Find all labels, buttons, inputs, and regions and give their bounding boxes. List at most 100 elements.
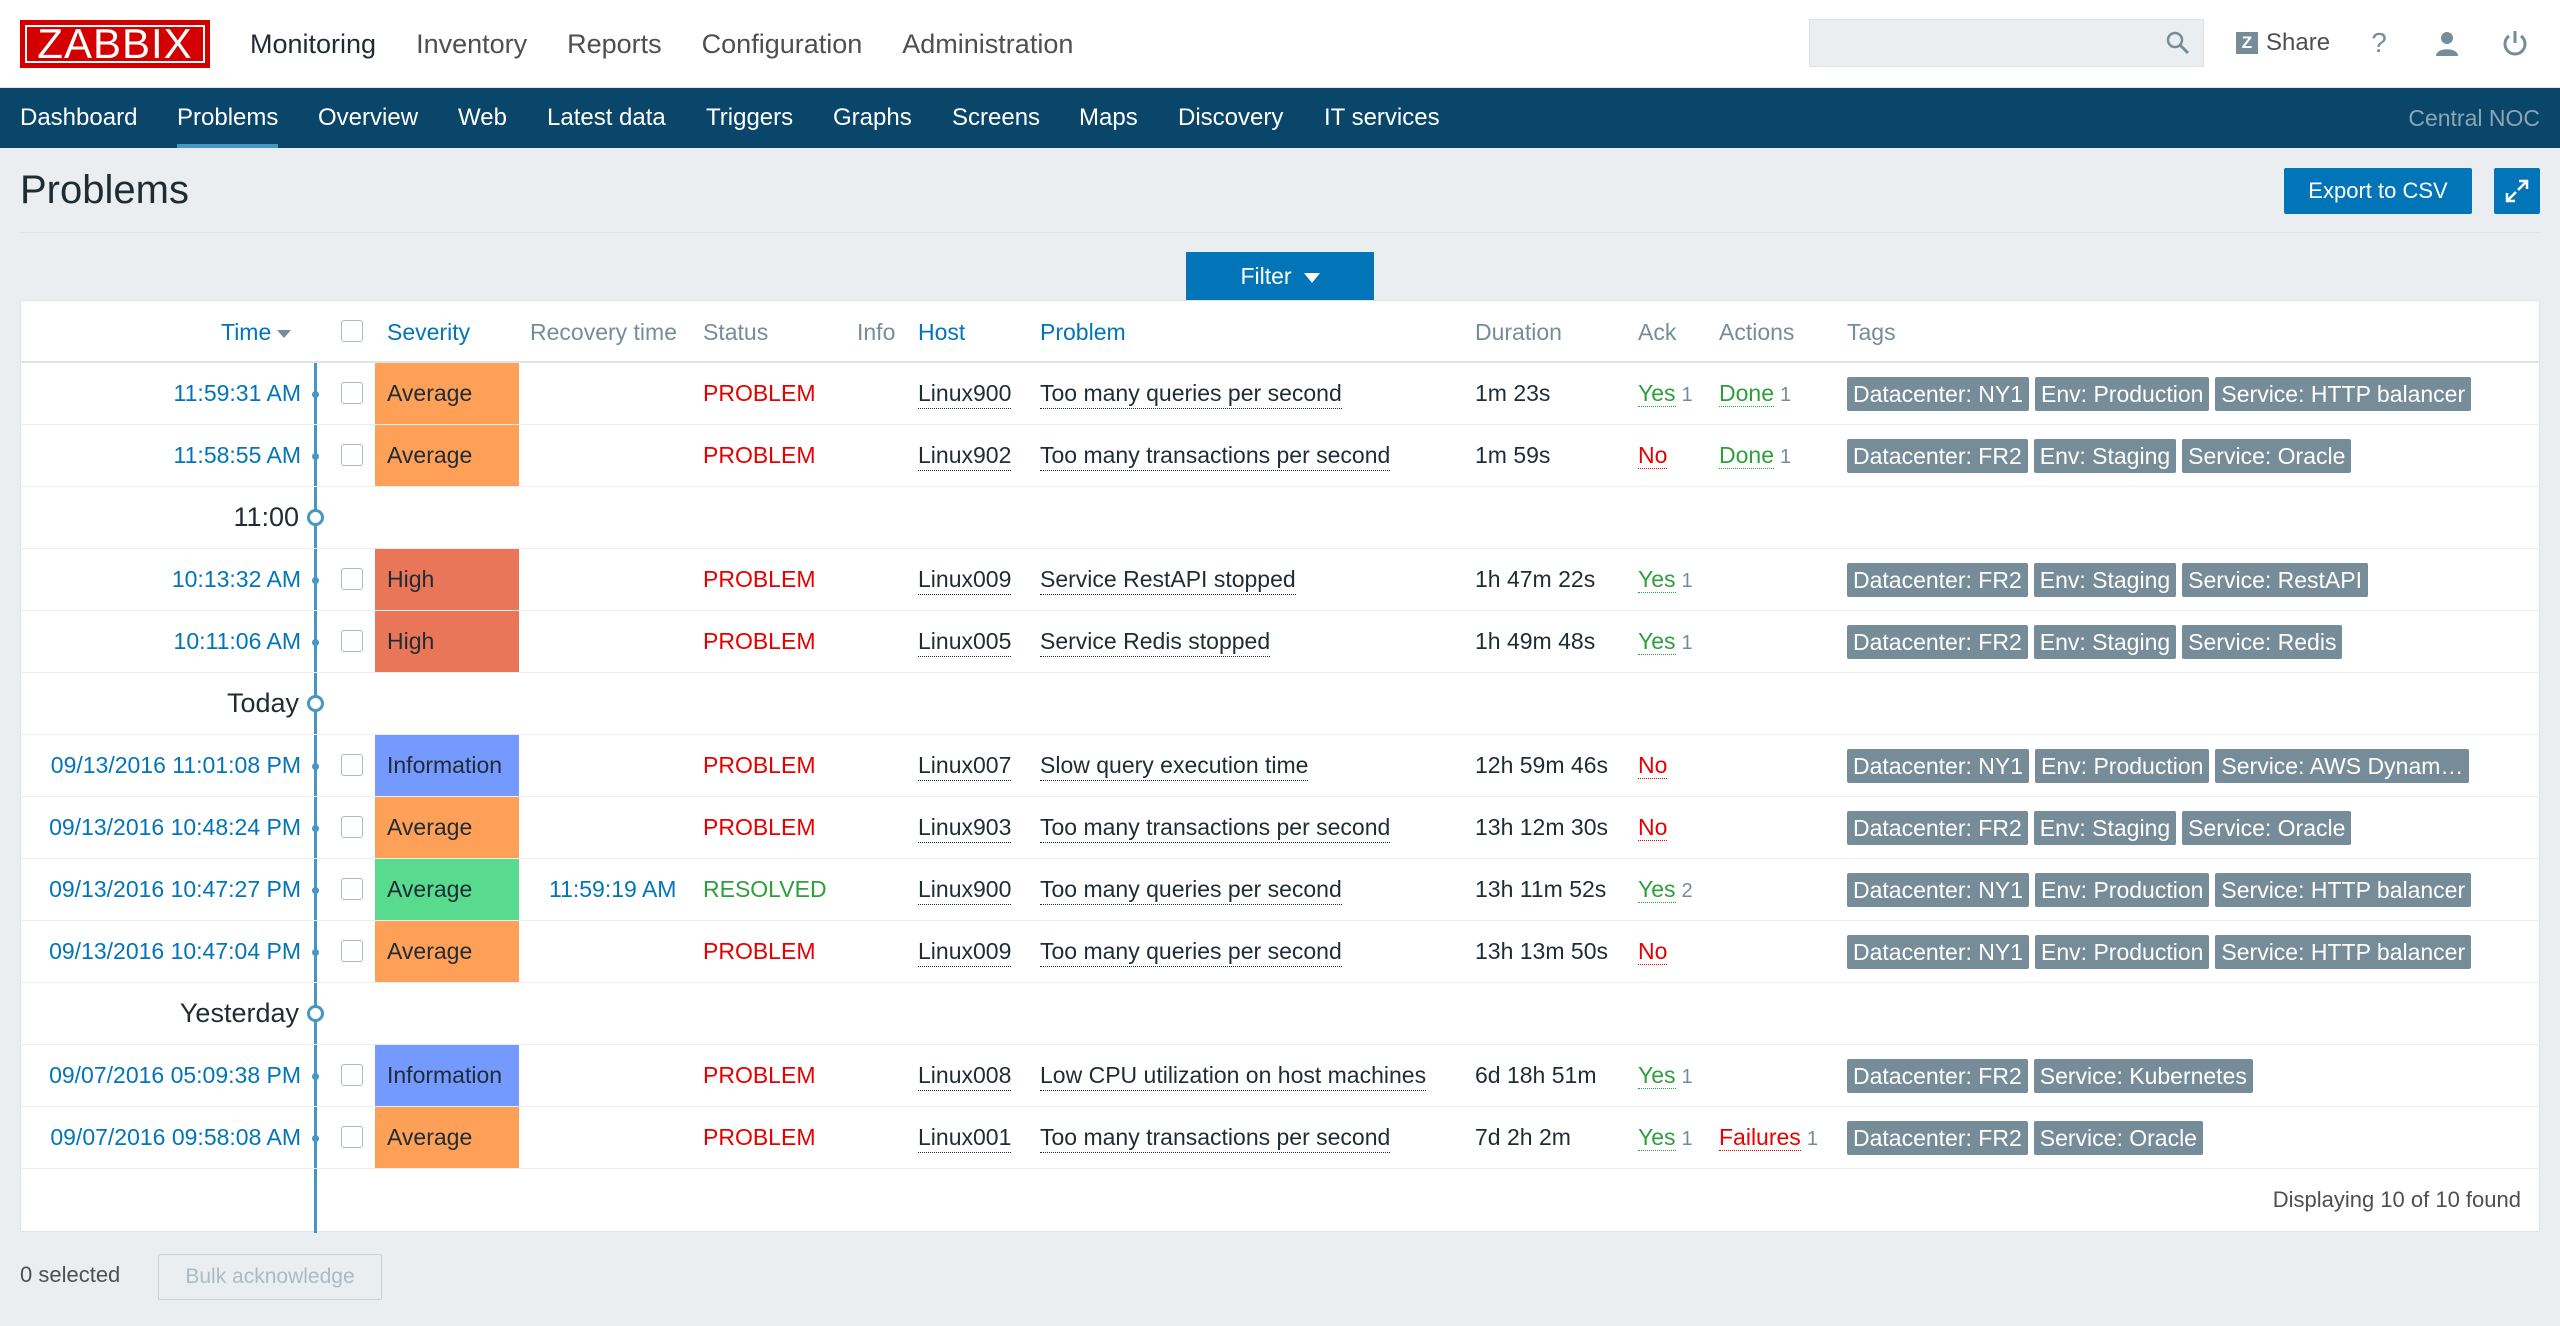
problem-link[interactable]: Service RestAPI stopped bbox=[1040, 566, 1296, 595]
row-checkbox[interactable] bbox=[341, 444, 363, 466]
menu-inventory[interactable]: Inventory bbox=[416, 28, 528, 59]
tag-badge[interactable]: Env: Staging bbox=[2033, 439, 2177, 473]
subnav-maps[interactable]: Maps bbox=[1079, 104, 1138, 131]
tag-badge[interactable]: Env: Staging bbox=[2033, 563, 2177, 597]
tag-badge[interactable]: Service: Oracle bbox=[2182, 811, 2352, 845]
acknowledge-link[interactable]: Yes bbox=[1638, 566, 1676, 593]
acknowledge-link[interactable]: No bbox=[1638, 938, 1668, 965]
tag-badge[interactable]: Env: Staging bbox=[2033, 625, 2177, 659]
row-checkbox[interactable] bbox=[341, 1126, 363, 1148]
event-time-link[interactable]: 11:58:55 AM bbox=[173, 442, 301, 468]
tag-badge[interactable]: Service: Kubernetes bbox=[2033, 1059, 2253, 1093]
col-host[interactable]: Host bbox=[918, 319, 966, 345]
host-link[interactable]: Linux903 bbox=[918, 814, 1012, 843]
subnav-it-services[interactable]: IT services bbox=[1324, 104, 1440, 131]
problem-link[interactable]: Too many transactions per second bbox=[1040, 1124, 1391, 1153]
event-time-link[interactable]: 10:11:06 AM bbox=[173, 628, 301, 654]
event-time-link[interactable]: 10:13:32 AM bbox=[171, 566, 301, 592]
menu-monitoring[interactable]: Monitoring bbox=[250, 28, 377, 59]
acknowledge-link[interactable]: Yes bbox=[1638, 876, 1676, 903]
subnav-problems[interactable]: Problems bbox=[177, 88, 279, 148]
tag-badge[interactable]: Datacenter: NY1 bbox=[1847, 873, 2030, 907]
problem-link[interactable]: Too many queries per second bbox=[1040, 380, 1342, 409]
export-csv-button[interactable]: Export to CSV bbox=[2284, 168, 2472, 214]
tag-badge[interactable]: Service: Oracle bbox=[2033, 1121, 2203, 1155]
host-link[interactable]: Linux008 bbox=[918, 1062, 1012, 1091]
acknowledge-link[interactable]: No bbox=[1638, 442, 1668, 469]
event-time-link[interactable]: 09/13/2016 10:47:04 PM bbox=[49, 938, 301, 964]
tag-badge[interactable]: Env: Staging bbox=[2033, 811, 2177, 845]
share-button[interactable]: Z Share bbox=[2236, 26, 2330, 60]
tag-badge[interactable]: Datacenter: NY1 bbox=[1847, 749, 2030, 783]
actions-link[interactable]: Failures bbox=[1719, 1124, 1801, 1151]
row-checkbox[interactable] bbox=[341, 878, 363, 900]
host-link[interactable]: Linux005 bbox=[918, 628, 1012, 657]
problem-link[interactable]: Slow query execution time bbox=[1040, 752, 1309, 781]
search-icon[interactable] bbox=[2165, 30, 2191, 56]
col-problem[interactable]: Problem bbox=[1040, 319, 1126, 345]
row-checkbox[interactable] bbox=[341, 568, 363, 590]
subnav-latest-data[interactable]: Latest data bbox=[547, 104, 666, 131]
col-time[interactable]: Time bbox=[221, 301, 292, 363]
search-input[interactable] bbox=[1809, 19, 2204, 67]
tag-badge[interactable]: Service: HTTP balancer bbox=[2215, 377, 2472, 411]
event-time-link[interactable]: 09/13/2016 11:01:08 PM bbox=[50, 752, 301, 778]
actions-link[interactable]: Done bbox=[1719, 442, 1774, 469]
host-link[interactable]: Linux001 bbox=[918, 1124, 1012, 1153]
event-time-link[interactable]: 09/13/2016 10:48:24 PM bbox=[49, 814, 301, 840]
row-checkbox[interactable] bbox=[341, 940, 363, 962]
acknowledge-link[interactable]: No bbox=[1638, 752, 1668, 779]
tag-badge[interactable]: Service: Oracle bbox=[2182, 439, 2352, 473]
row-checkbox[interactable] bbox=[341, 754, 363, 776]
tag-badge[interactable]: Datacenter: FR2 bbox=[1847, 811, 2028, 845]
acknowledge-link[interactable]: Yes bbox=[1638, 628, 1676, 655]
tag-badge[interactable]: Service: AWS Dynam… bbox=[2215, 749, 2470, 783]
tag-badge[interactable]: Datacenter: FR2 bbox=[1847, 1121, 2028, 1155]
bulk-acknowledge-button[interactable]: Bulk acknowledge bbox=[158, 1254, 382, 1300]
event-time-link[interactable]: 09/13/2016 10:47:27 PM bbox=[49, 876, 301, 902]
menu-administration[interactable]: Administration bbox=[902, 28, 1074, 59]
tag-badge[interactable]: Service: RestAPI bbox=[2182, 563, 2369, 597]
problem-link[interactable]: Too many queries per second bbox=[1040, 876, 1342, 905]
tag-badge[interactable]: Datacenter: FR2 bbox=[1847, 439, 2028, 473]
row-checkbox[interactable] bbox=[341, 382, 363, 404]
acknowledge-link[interactable]: Yes bbox=[1638, 1124, 1676, 1151]
subnav-screens[interactable]: Screens bbox=[952, 104, 1041, 131]
problem-link[interactable]: Too many transactions per second bbox=[1040, 442, 1391, 471]
acknowledge-link[interactable]: Yes bbox=[1638, 1062, 1676, 1089]
subnav-discovery[interactable]: Discovery bbox=[1178, 104, 1284, 131]
actions-link[interactable]: Done bbox=[1719, 380, 1774, 407]
zabbix-logo[interactable]: ZABBIX bbox=[20, 20, 210, 68]
host-link[interactable]: Linux900 bbox=[918, 876, 1012, 905]
menu-reports[interactable]: Reports bbox=[567, 28, 662, 59]
acknowledge-link[interactable]: No bbox=[1638, 814, 1668, 841]
tag-badge[interactable]: Datacenter: FR2 bbox=[1847, 1059, 2028, 1093]
tag-badge[interactable]: Service: HTTP balancer bbox=[2215, 873, 2472, 907]
tag-badge[interactable]: Service: Redis bbox=[2182, 625, 2343, 659]
row-checkbox[interactable] bbox=[341, 1064, 363, 1086]
tag-badge[interactable]: Service: HTTP balancer bbox=[2215, 935, 2472, 969]
row-checkbox[interactable] bbox=[341, 816, 363, 838]
subnav-triggers[interactable]: Triggers bbox=[706, 104, 794, 131]
problem-link[interactable]: Low CPU utilization on host machines bbox=[1040, 1062, 1427, 1091]
event-time-link[interactable]: 09/07/2016 05:09:38 PM bbox=[49, 1062, 301, 1088]
tag-badge[interactable]: Datacenter: NY1 bbox=[1847, 377, 2030, 411]
row-checkbox[interactable] bbox=[341, 630, 363, 652]
tag-badge[interactable]: Env: Production bbox=[2035, 377, 2210, 411]
tag-badge[interactable]: Datacenter: FR2 bbox=[1847, 625, 2028, 659]
tag-badge[interactable]: Datacenter: NY1 bbox=[1847, 935, 2030, 969]
host-link[interactable]: Linux009 bbox=[918, 938, 1012, 967]
help-icon[interactable]: ? bbox=[2362, 26, 2396, 60]
problem-link[interactable]: Too many transactions per second bbox=[1040, 814, 1391, 843]
subnav-web[interactable]: Web bbox=[458, 104, 507, 131]
problem-link[interactable]: Too many queries per second bbox=[1040, 938, 1342, 967]
host-link[interactable]: Linux900 bbox=[918, 380, 1012, 409]
event-time-link[interactable]: 11:59:31 AM bbox=[173, 380, 301, 406]
sign-out-icon[interactable] bbox=[2498, 26, 2532, 60]
tag-badge[interactable]: Env: Production bbox=[2035, 749, 2210, 783]
event-time-link[interactable]: 09/07/2016 09:58:08 AM bbox=[50, 1124, 301, 1150]
tag-badge[interactable]: Env: Production bbox=[2035, 935, 2210, 969]
acknowledge-link[interactable]: Yes bbox=[1638, 380, 1676, 407]
menu-configuration[interactable]: Configuration bbox=[701, 28, 863, 59]
tag-badge[interactable]: Env: Production bbox=[2035, 873, 2210, 907]
